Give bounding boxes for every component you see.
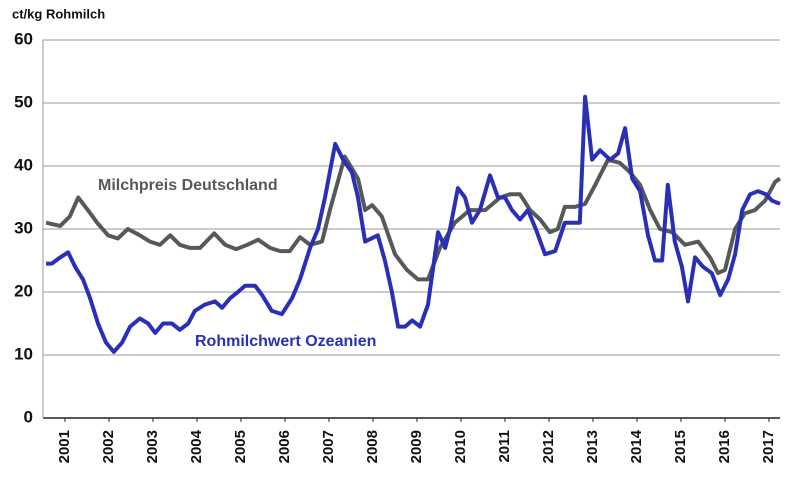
x-tick-label: 2008 <box>364 430 381 463</box>
y-tick-label: 50 <box>14 92 33 111</box>
y-tick-label: 10 <box>14 344 33 363</box>
x-tick-label: 2013 <box>584 430 601 463</box>
x-tick-label: 2009 <box>408 430 425 463</box>
x-tick-label: 2007 <box>320 430 337 463</box>
y-tick-label: 20 <box>14 281 33 300</box>
x-tick-label: 2011 <box>496 430 513 463</box>
y-tick-label: 0 <box>24 407 33 426</box>
axis-unit-title: ct/kg Rohmilch <box>12 6 105 21</box>
x-tick-label: 2004 <box>188 429 205 463</box>
x-tick-label: 2017 <box>760 430 777 463</box>
x-tick-label: 2002 <box>100 430 117 463</box>
x-tick-label: 2003 <box>144 430 161 463</box>
y-tick-label: 30 <box>14 218 33 237</box>
y-tick-label: 40 <box>14 155 33 174</box>
x-tick-label: 2012 <box>540 430 557 463</box>
x-tick-label: 2014 <box>628 429 645 463</box>
series-line <box>46 94 781 354</box>
y-tick-label: 60 <box>14 29 33 48</box>
series-annotation: Milchpreis Deutschland <box>98 177 278 194</box>
x-tick-label: 2010 <box>452 430 469 463</box>
x-tick-label: 2016 <box>716 430 733 463</box>
series-annotation: Rohmilchwert Ozeanien <box>195 333 376 350</box>
x-tick-label: 2015 <box>672 430 689 463</box>
x-tick-label: 2005 <box>232 430 249 463</box>
x-tick-label: 2001 <box>56 430 73 463</box>
x-tick-label: 2006 <box>276 430 293 463</box>
